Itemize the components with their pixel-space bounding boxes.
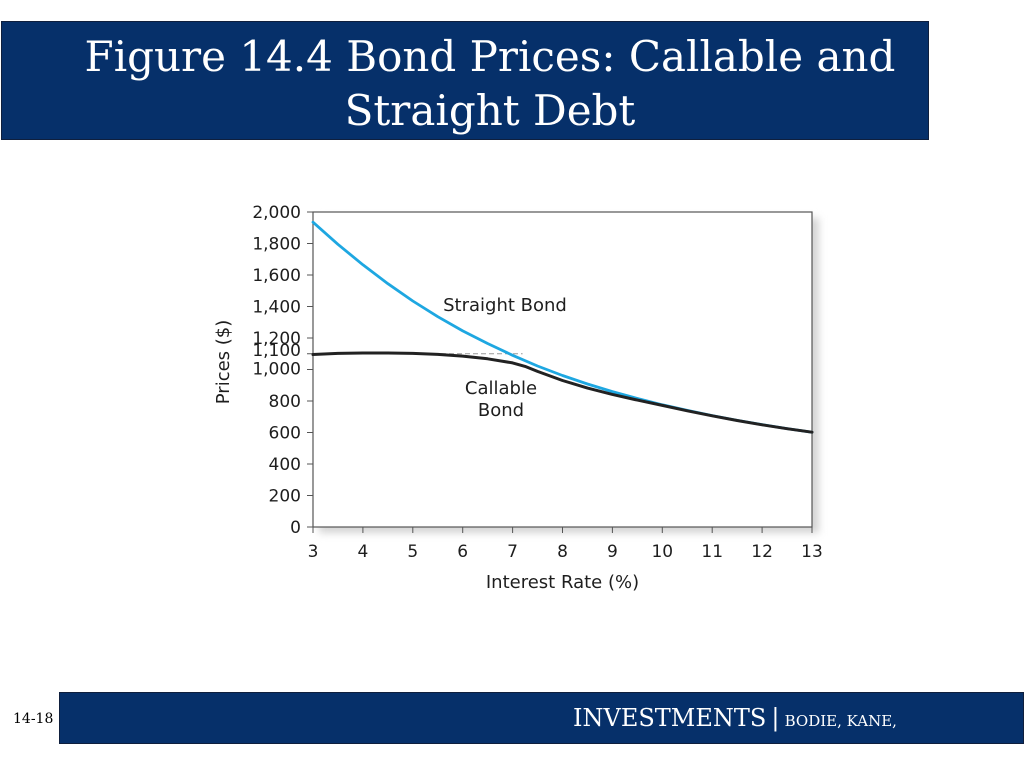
footer-authors: BODIE, KANE, MARCUS	[573, 712, 897, 764]
footer-text: INVESTMENTS | BODIE, KANE, MARCUS	[573, 701, 953, 772]
x-tick-label: 8	[557, 542, 568, 562]
annotation-line: Straight Bond	[443, 295, 567, 316]
y-tick-label: 1,000	[252, 360, 301, 380]
x-tick-label: 3	[308, 542, 319, 562]
y-tick-label: 1,100	[252, 341, 301, 361]
title-banner	[1, 21, 929, 140]
slide-number: 14-18	[13, 711, 54, 727]
annotation-line: Bond	[478, 400, 524, 421]
annotation-line: Callable	[465, 378, 537, 399]
y-tick-label: 200	[269, 487, 301, 507]
x-tick-label: 11	[701, 542, 723, 562]
straight-bond-annotation: Straight Bond	[443, 295, 567, 316]
y-tick-label: 1,600	[252, 266, 301, 286]
x-tick-label: 5	[407, 542, 418, 562]
y-tick-label: 2,000	[252, 203, 301, 223]
callable-bond-line	[311, 351, 814, 434]
slide-title: Figure 14.4 Bond Prices: Callable and St…	[84, 32, 896, 135]
footer-separator: |	[771, 704, 780, 732]
x-tick-label: 10	[651, 542, 673, 562]
x-tick-label: 4	[357, 542, 368, 562]
y-tick-label: 600	[269, 424, 301, 444]
y-tick-label: 1,200	[252, 329, 301, 349]
y-tick-label: 400	[269, 455, 301, 475]
y-tick-label: 1,400	[252, 298, 301, 318]
plot-area	[312, 211, 813, 528]
footer-title: INVESTMENTS	[573, 704, 767, 732]
y-tick-label: 800	[269, 392, 301, 412]
footer-bar	[59, 692, 1024, 744]
y-tick-label: 0	[290, 518, 301, 538]
x-tick-label: 6	[457, 542, 468, 562]
x-tick-label: 7	[507, 542, 518, 562]
x-tick-label: 12	[751, 542, 773, 562]
x-axis-label: Interest Rate (%)	[486, 572, 639, 593]
x-tick-label: 13	[801, 542, 823, 562]
callable-bond-annotation: Callable Bond	[465, 378, 537, 421]
x-tick-label: 9	[607, 542, 618, 562]
y-axis-label: Prices ($)	[213, 320, 234, 405]
y-tick-label: 1,800	[252, 235, 301, 255]
